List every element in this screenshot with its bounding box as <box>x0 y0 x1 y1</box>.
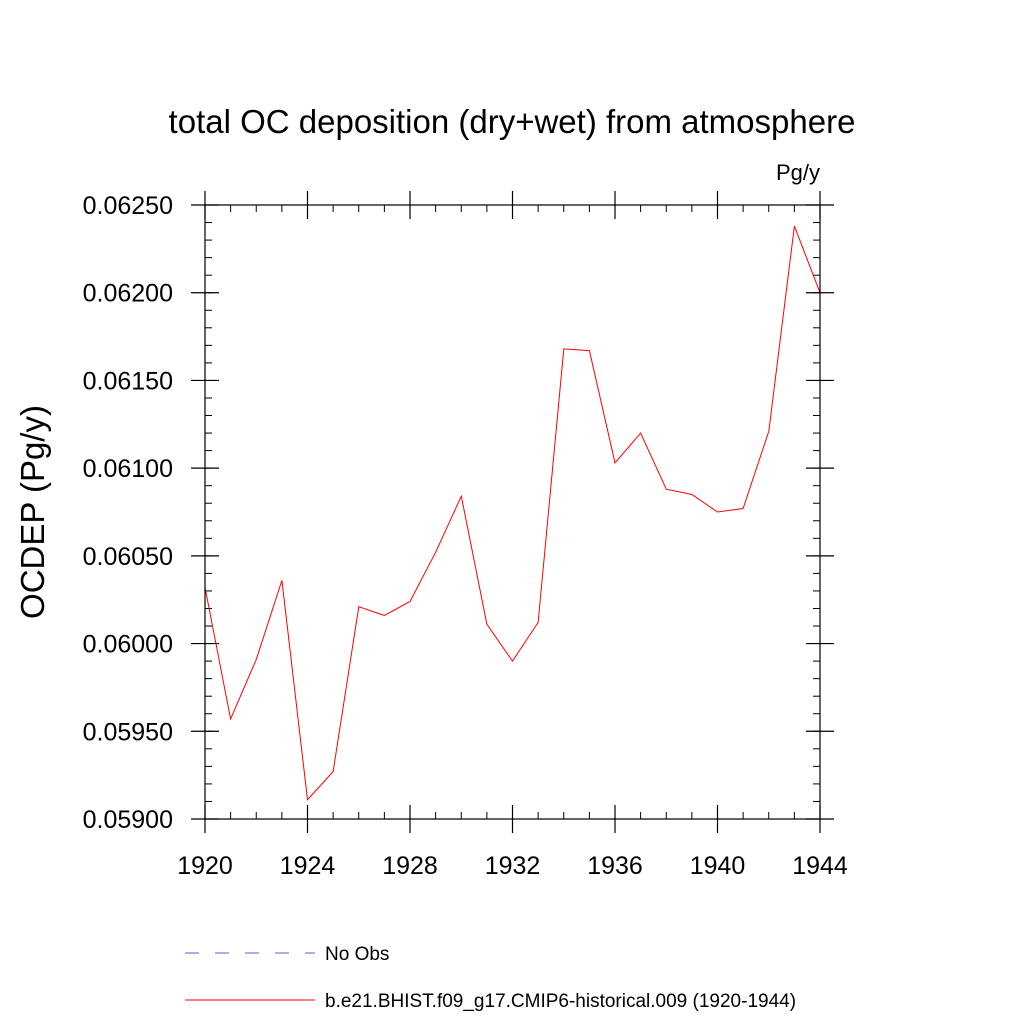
y-tick-label: 0.05950 <box>83 718 173 746</box>
y-tick-label: 0.06200 <box>83 280 173 308</box>
units-label: Pg/y <box>776 160 820 185</box>
plot-frame <box>204 204 821 820</box>
y-tick-label: 0.06150 <box>83 367 173 395</box>
x-tick-label: 1940 <box>690 852 746 880</box>
series-line-historical <box>204 225 821 801</box>
legend-label-no-obs: No Obs <box>325 944 389 965</box>
x-tick-label: 1920 <box>177 852 233 880</box>
major-ticks <box>191 191 834 833</box>
x-tick-label: 1936 <box>587 852 643 880</box>
y-tick-label: 0.06050 <box>83 543 173 571</box>
x-tick-label: 1924 <box>280 852 336 880</box>
y-tick-label: 0.05900 <box>83 806 173 834</box>
y-tick-label: 0.06100 <box>83 455 173 483</box>
y-tick-labels: 0.05900 0.05950 0.06000 0.06050 0.06100 0.061… <box>83 192 173 834</box>
legend: No Obs b.e21.BHIST.f09_g17.CMIP6-histori… <box>185 944 796 1012</box>
y-tick-label: 0.06000 <box>83 631 173 659</box>
x-tick-label: 1928 <box>382 852 438 880</box>
y-tick-label: 0.06250 <box>83 192 173 220</box>
series-layer <box>204 225 821 801</box>
y-axis-label: OCDEP (Pg/y) <box>14 405 51 619</box>
x-tick-label: 1944 <box>792 852 848 880</box>
minor-ticks <box>204 204 821 820</box>
chart-title: total OC deposition (dry+wet) from atmos… <box>169 103 856 140</box>
legend-label-historical: b.e21.BHIST.f09_g17.CMIP6-historical.009… <box>325 991 796 1012</box>
x-tick-labels: 1920 1924 1928 1932 1936 1940 1944 <box>177 852 848 880</box>
x-tick-label: 1932 <box>485 852 541 880</box>
